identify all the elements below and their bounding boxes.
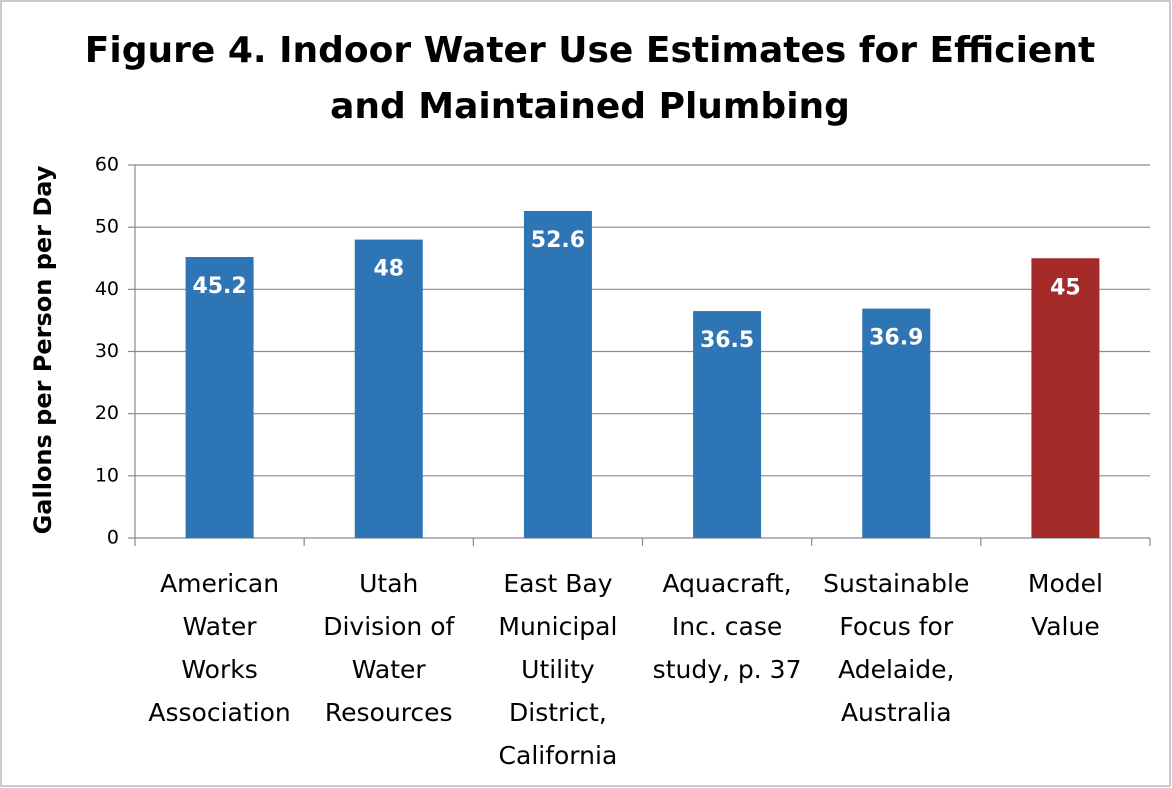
x-tick-label: Utility (521, 655, 595, 684)
y-tick-label: 20 (95, 402, 119, 424)
x-tick-label: District, (509, 698, 607, 727)
x-tick-label: Focus for (839, 612, 953, 641)
x-tick-label: Sustainable (823, 569, 969, 598)
x-tick-label: Association (148, 698, 290, 727)
data-label: 36.5 (700, 328, 754, 353)
bar (1031, 258, 1100, 538)
bar (693, 311, 762, 538)
data-label: 52.6 (531, 228, 585, 253)
x-tick-label: Works (181, 655, 257, 684)
y-axis-label: Gallons per Person per Day (29, 165, 57, 534)
bar (523, 211, 592, 538)
chart-title-line: and Maintained Plumbing (330, 86, 850, 127)
chart-title-line: Figure 4. Indoor Water Use Estimates for… (85, 30, 1095, 71)
x-tick-label: American (160, 569, 279, 598)
x-tick-label: Inc. case (672, 612, 782, 641)
x-tick-label: Utah (359, 569, 418, 598)
x-tick-label: Water (352, 655, 427, 684)
x-tick-label: Adelaide, (838, 655, 954, 684)
bar (185, 257, 254, 538)
data-label: 45.2 (192, 274, 246, 299)
y-tick-label: 10 (95, 464, 119, 486)
data-label: 48 (373, 257, 404, 282)
x-tick-label: Division of (323, 612, 455, 641)
y-tick-label: 0 (107, 527, 119, 549)
x-tick-label: East Bay (503, 569, 612, 598)
y-tick-label: 50 (95, 216, 119, 238)
x-tick-label: Aquacraft, (663, 569, 792, 598)
x-tick-label: Water (183, 612, 258, 641)
data-label: 36.9 (869, 326, 923, 351)
x-tick-label: Model (1028, 569, 1103, 598)
x-tick-label: Municipal (498, 612, 617, 641)
x-tick-label: California (499, 741, 618, 770)
x-tick-label: study, p. 37 (653, 655, 802, 684)
y-tick-label: 30 (95, 340, 119, 362)
x-tick-label: Australia (841, 698, 952, 727)
y-tick-label: 40 (95, 278, 119, 300)
bar (862, 308, 931, 538)
x-tick-label: Value (1031, 612, 1100, 641)
x-tick-label: Resources (325, 698, 453, 727)
data-label: 45 (1050, 275, 1081, 300)
bar (354, 239, 423, 538)
y-tick-label: 60 (95, 154, 119, 176)
